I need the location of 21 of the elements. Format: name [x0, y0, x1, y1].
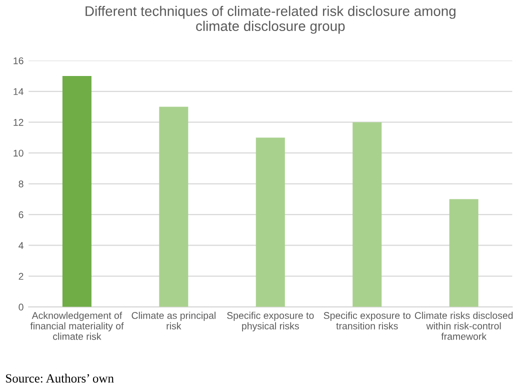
bar — [62, 76, 92, 307]
bar — [449, 199, 478, 307]
y-tick-label: 16 — [14, 57, 24, 64]
x-tick-label: Climate risks disclosed within risk-control framework — [414, 312, 513, 340]
x-tick-label: Climate as principal risk — [132, 312, 216, 330]
y-tick-label: 4 — [18, 242, 24, 249]
y-tick-label: 8 — [18, 180, 24, 188]
y-tick-label: 12 — [14, 118, 24, 126]
bar — [256, 138, 285, 307]
y-tick-label: 2 — [18, 272, 24, 280]
chart-title: Different techniques of climate-related risk disclosure among climate disclosure group — [86, 6, 456, 34]
y-tick-label: 14 — [14, 88, 24, 95]
y-tick-label: 6 — [18, 211, 24, 218]
bar — [352, 122, 382, 307]
y-tick-label: 10 — [14, 150, 24, 157]
y-tick-label: 0 — [18, 304, 24, 311]
source-note: Source: Authors’ own — [6, 374, 114, 383]
x-tick-label: Acknowledgement of financial materiality of climate risk — [30, 312, 124, 340]
bar — [159, 106, 188, 307]
x-tick-label: Specific exposure to physical risks — [227, 312, 314, 332]
x-tick-label: Specific exposure to transition risks — [324, 312, 410, 330]
